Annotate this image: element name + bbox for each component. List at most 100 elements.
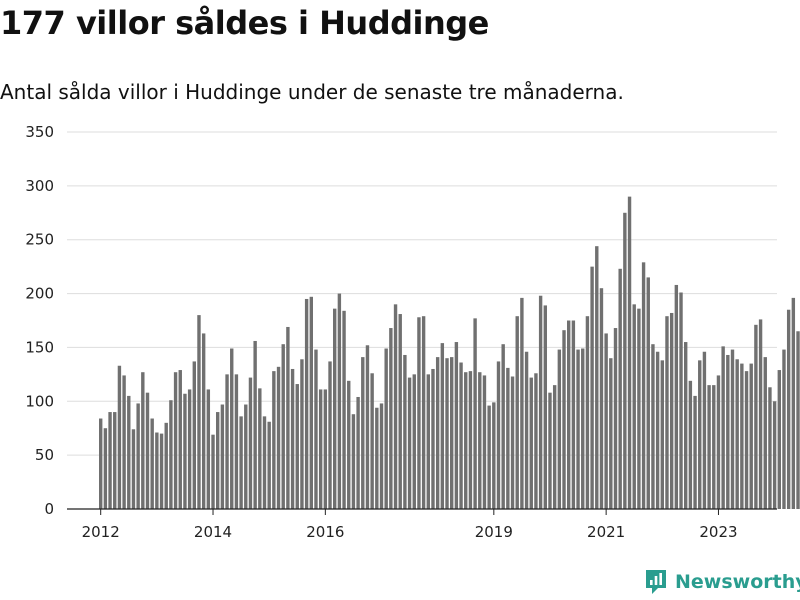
bar[interactable] (183, 393, 187, 509)
bar[interactable] (127, 395, 131, 509)
bar[interactable] (567, 320, 571, 510)
bar[interactable] (454, 342, 459, 509)
bar[interactable] (281, 344, 285, 509)
bar[interactable] (702, 351, 707, 509)
bar[interactable] (482, 375, 487, 509)
bar[interactable] (623, 212, 627, 510)
bar[interactable] (178, 370, 182, 509)
bar[interactable] (145, 392, 150, 509)
bar[interactable] (534, 373, 538, 509)
brand-logo[interactable]: Newsworthy (644, 568, 800, 596)
bar[interactable] (108, 412, 112, 509)
bar[interactable] (665, 316, 669, 509)
bar[interactable] (141, 372, 145, 509)
bar[interactable] (323, 389, 328, 509)
bar[interactable] (730, 349, 735, 509)
bar[interactable] (473, 318, 477, 509)
bar[interactable] (538, 295, 543, 509)
bar[interactable] (468, 371, 473, 509)
bar[interactable] (421, 316, 426, 509)
bar[interactable] (417, 317, 421, 509)
bar[interactable] (782, 349, 786, 509)
bar[interactable] (459, 362, 463, 509)
bar[interactable] (707, 385, 711, 509)
bar[interactable] (290, 368, 295, 509)
bar[interactable] (529, 377, 533, 509)
bar[interactable] (791, 297, 796, 509)
bar[interactable] (155, 432, 159, 509)
bar[interactable] (197, 315, 201, 509)
bar[interactable] (309, 296, 313, 509)
bar[interactable] (216, 412, 220, 509)
bar[interactable] (548, 392, 552, 509)
bar[interactable] (786, 309, 791, 509)
bar[interactable] (295, 384, 299, 509)
bar[interactable] (796, 331, 800, 509)
bar[interactable] (431, 368, 435, 509)
bar[interactable] (337, 293, 342, 509)
bar[interactable] (693, 395, 697, 509)
bar[interactable] (445, 358, 449, 509)
bar[interactable] (173, 372, 178, 509)
bar[interactable] (768, 387, 772, 509)
bar[interactable] (735, 359, 739, 509)
bar[interactable] (234, 374, 239, 509)
bar[interactable] (244, 404, 248, 509)
bar[interactable] (585, 316, 590, 509)
bar[interactable] (660, 360, 664, 509)
bar[interactable] (655, 351, 660, 509)
bar[interactable] (333, 308, 337, 509)
bar[interactable] (758, 319, 763, 509)
bar[interactable] (496, 361, 501, 509)
bar[interactable] (113, 412, 117, 509)
bar[interactable] (604, 333, 608, 509)
bar[interactable] (464, 372, 468, 509)
bar[interactable] (328, 361, 332, 509)
bar[interactable] (262, 416, 267, 509)
bar[interactable] (389, 328, 393, 509)
bar[interactable] (351, 414, 356, 509)
bar[interactable] (225, 374, 229, 509)
bar[interactable] (506, 367, 510, 509)
bar[interactable] (192, 361, 196, 509)
bar[interactable] (211, 434, 215, 509)
bar[interactable] (384, 348, 388, 509)
bar[interactable] (637, 308, 641, 509)
bar[interactable] (440, 343, 445, 509)
bar[interactable] (407, 377, 412, 509)
bar[interactable] (131, 429, 136, 509)
bar[interactable] (206, 389, 211, 509)
bar[interactable] (478, 372, 482, 509)
bar[interactable] (267, 421, 271, 509)
bar[interactable] (136, 403, 140, 509)
bar[interactable] (426, 374, 430, 509)
bar[interactable] (515, 316, 519, 509)
bar[interactable] (627, 196, 632, 509)
bar[interactable] (272, 371, 276, 509)
bar[interactable] (117, 365, 122, 509)
bar[interactable] (726, 354, 730, 509)
bar[interactable] (435, 357, 440, 509)
bar[interactable] (777, 370, 781, 509)
bar[interactable] (361, 357, 365, 509)
bar[interactable] (613, 328, 618, 509)
bar[interactable] (510, 376, 515, 509)
bar[interactable] (393, 304, 398, 509)
bar[interactable] (201, 333, 206, 509)
bar[interactable] (122, 375, 126, 509)
bar[interactable] (641, 262, 646, 509)
bar[interactable] (772, 401, 777, 509)
bar[interactable] (576, 349, 580, 509)
bar[interactable] (740, 363, 744, 509)
bar[interactable] (595, 246, 599, 509)
bar[interactable] (314, 349, 318, 509)
bar[interactable] (698, 360, 702, 509)
bar[interactable] (159, 433, 164, 509)
bar[interactable] (501, 344, 505, 509)
bar[interactable] (721, 346, 725, 509)
bar[interactable] (99, 418, 103, 509)
bar[interactable] (590, 266, 594, 509)
bar[interactable] (688, 380, 693, 509)
bar[interactable] (716, 375, 721, 509)
bar[interactable] (524, 351, 529, 509)
